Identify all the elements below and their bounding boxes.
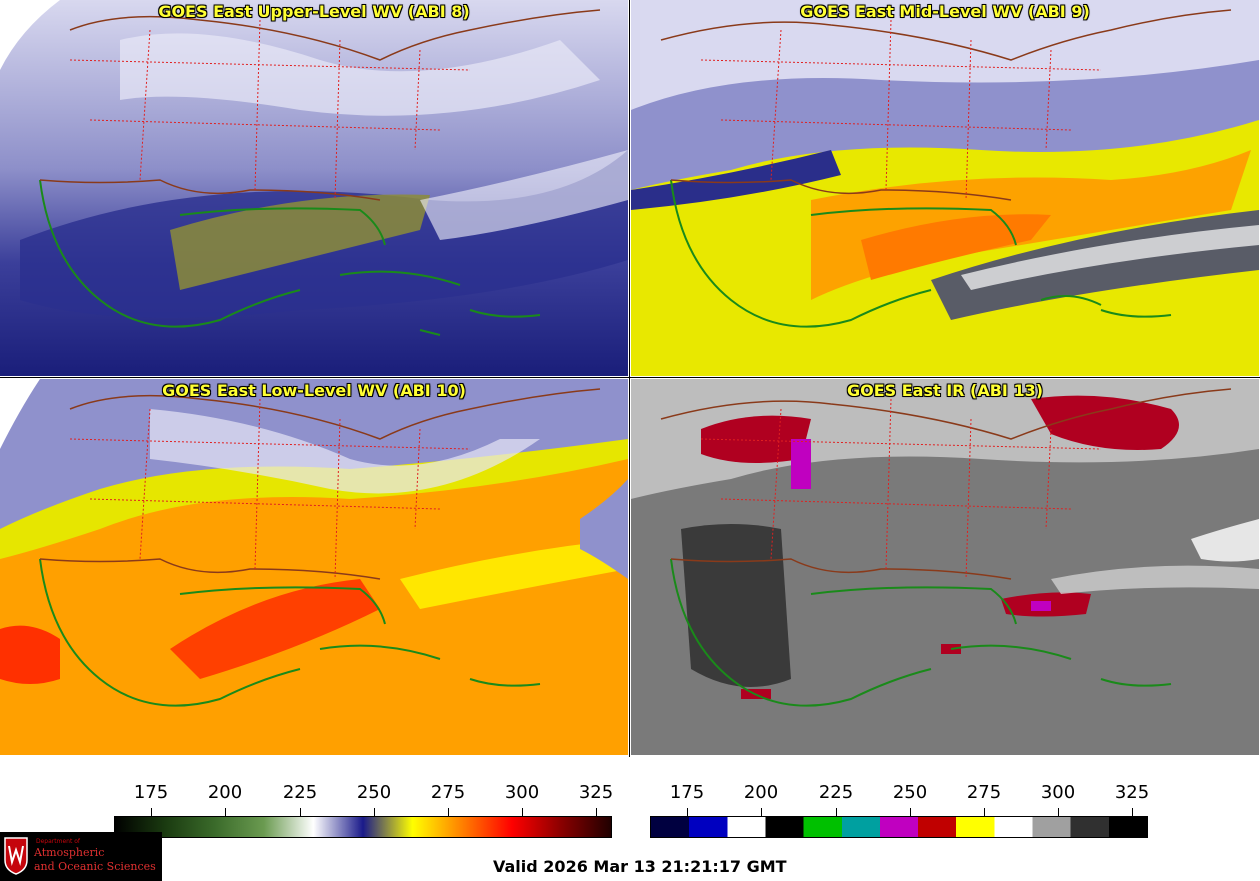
aos-logo: Department of Atmospheric and Oceanic Sc… <box>0 832 162 881</box>
upper-level-wv-map <box>0 0 628 376</box>
panel-low-level-wv: GOES East Low-Level WV (ABI 10) <box>0 379 628 755</box>
panel-title: GOES East Mid-Level WV (ABI 9) <box>800 2 1090 21</box>
ir-colorbar-gradient <box>650 816 1148 838</box>
panel-title: GOES East IR (ABI 13) <box>846 381 1044 400</box>
tick-label: 200 <box>743 782 779 803</box>
vertical-divider <box>629 0 630 757</box>
wv-colorbar: 175 200 225 250 275 300 325 <box>114 782 614 838</box>
ir-colorbar: 175 200 225 250 275 300 325 <box>650 782 1150 838</box>
panel-mid-level-wv: GOES East Mid-Level WV (ABI 9) <box>631 0 1259 376</box>
horizontal-divider <box>0 377 1260 378</box>
tick-label: 175 <box>669 782 705 803</box>
tick-label: 325 <box>1114 782 1150 803</box>
ir-colorbar-ticks: 175 200 225 250 275 300 325 <box>650 782 1150 816</box>
wv-colorbar-ticks: 175 200 225 250 275 300 325 <box>114 782 614 816</box>
tick-label: 300 <box>1040 782 1076 803</box>
panel-upper-level-wv: GOES East Upper-Level WV (ABI 8) <box>0 0 628 376</box>
panel-ir: GOES East IR (ABI 13) <box>631 379 1259 755</box>
tick-label: 175 <box>133 782 169 803</box>
tick-label: 250 <box>356 782 392 803</box>
tick-label: 200 <box>207 782 243 803</box>
tick-label: 250 <box>892 782 928 803</box>
tick-label: 225 <box>282 782 318 803</box>
logo-line-2: and Oceanic Sciences <box>34 860 156 873</box>
logo-dept-text: Department of <box>36 838 80 845</box>
wv-colorbar-gradient <box>114 816 612 838</box>
mid-level-wv-map <box>631 0 1259 376</box>
tick-label: 325 <box>578 782 614 803</box>
logo-line-1: Atmospheric <box>34 846 105 859</box>
uw-crest-icon <box>4 837 28 875</box>
panel-title: GOES East Low-Level WV (ABI 10) <box>162 381 466 400</box>
panel-title: GOES East Upper-Level WV (ABI 8) <box>158 2 470 21</box>
tick-label: 275 <box>430 782 466 803</box>
valid-time: Valid 2026 Mar 13 21:21:17 GMT <box>493 857 787 876</box>
tick-label: 275 <box>966 782 1002 803</box>
tick-label: 225 <box>818 782 854 803</box>
low-level-wv-map <box>0 379 628 755</box>
tick-label: 300 <box>504 782 540 803</box>
ir-map <box>631 379 1259 755</box>
